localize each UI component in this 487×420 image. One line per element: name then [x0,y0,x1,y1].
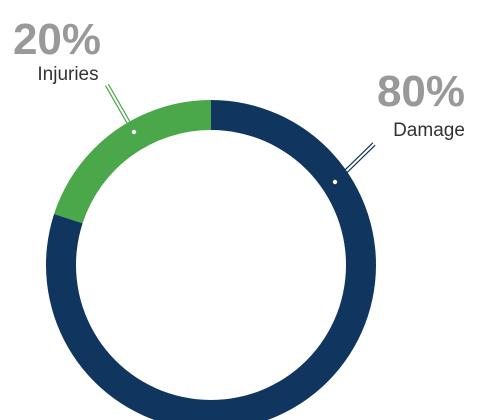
leader-dot-injuries [131,129,137,135]
leader-line-injuries-1 [105,85,134,134]
donut-slice-injuries [54,99,211,224]
leader-line-injuries-2 [107,83,136,132]
leader-line-damage-1 [333,142,374,182]
leader-line-damage-2 [335,144,376,184]
category-label-damage: Damage [393,120,465,141]
category-label-injuries: Injuries [37,64,98,85]
value-label-injuries: 20% [13,15,101,64]
leader-lines [105,83,376,185]
leader-dot-damage [332,179,338,185]
value-label-damage: 80% [377,67,465,116]
donut-slices [46,99,376,420]
